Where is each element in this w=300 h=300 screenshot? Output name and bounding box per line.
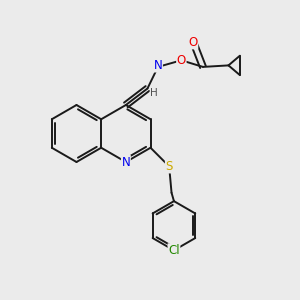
Text: O: O (177, 54, 186, 67)
Text: S: S (166, 160, 173, 173)
Text: N: N (122, 155, 130, 169)
Text: Cl: Cl (168, 244, 180, 257)
Text: O: O (188, 36, 198, 49)
Text: H: H (150, 88, 158, 98)
Text: N: N (154, 59, 162, 72)
